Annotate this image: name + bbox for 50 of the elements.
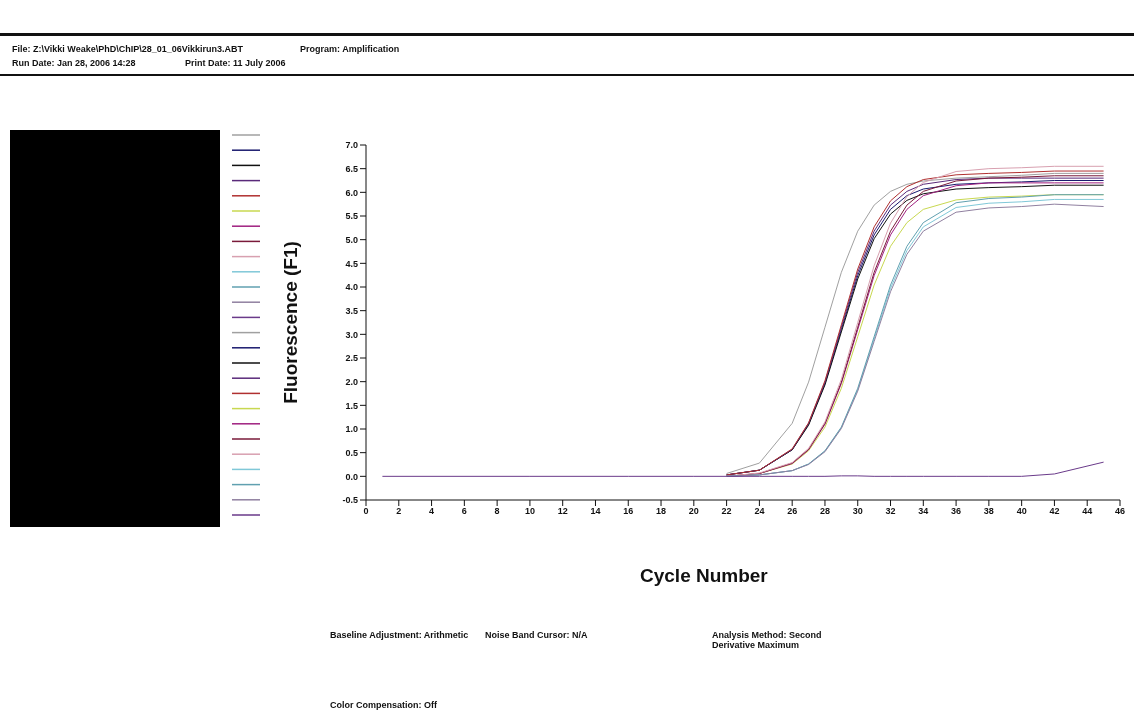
x-tick-label: 22 — [721, 506, 732, 517]
text: File: Z:\Vikki Weake\PhD\ChIP\28_01_06Vikkirun3.ABT — [12, 44, 244, 54]
text: Noise Band Cursor: N/A — [485, 630, 588, 640]
x-tick-label: 12 — [557, 506, 568, 517]
x-tick-label: 46 — [1114, 506, 1126, 517]
x-tick-label: 42 — [1049, 506, 1060, 517]
text: Color Compensation: Off — [330, 700, 437, 710]
x-tick-label: 8 — [494, 506, 500, 517]
text: Analysis Method: Second Derivative Maximum — [712, 630, 823, 650]
x-tick-label: 30 — [852, 506, 863, 517]
y-tick-label: 5.5 — [345, 211, 358, 222]
x-tick-label: 36 — [951, 506, 962, 517]
x-tick-label: 2 — [396, 506, 402, 517]
y-tick-label: 0.0 — [345, 471, 358, 482]
x-tick-label: 14 — [590, 506, 601, 517]
y-tick-label: 4.0 — [345, 282, 358, 293]
y-tick-label: 2.0 — [345, 376, 358, 387]
x-tick-label: 18 — [656, 506, 667, 517]
y-tick-label: 3.5 — [345, 305, 358, 316]
y-tick-label: 3.0 — [345, 329, 358, 340]
x-tick-label: 24 — [754, 506, 765, 517]
y-axis-title: Fluorescence (F1) — [279, 241, 301, 404]
x-tick-label: 34 — [918, 506, 929, 517]
x-tick-label: 38 — [983, 506, 994, 517]
x-tick-label: 16 — [623, 506, 634, 517]
text: Baseline Adjustment: Arithmetic — [330, 630, 469, 640]
text: Run Date: Jan 28, 2006 14:28 — [12, 58, 136, 68]
text: Program: Amplification — [300, 44, 400, 54]
y-tick-label: 5.0 — [345, 234, 358, 245]
x-tick-label: 44 — [1082, 506, 1093, 517]
y-tick-label: 6.0 — [345, 187, 358, 198]
y-tick-label: 1.0 — [345, 424, 358, 435]
x-tick-label: 32 — [885, 506, 896, 517]
x-tick-label: 28 — [819, 506, 830, 517]
y-tick-label: -0.5 — [342, 495, 358, 506]
y-tick-label: 2.5 — [345, 353, 358, 364]
y-tick-label: 7.0 — [345, 140, 358, 151]
x-tick-label: 40 — [1016, 506, 1027, 517]
y-tick-label: 6.5 — [345, 163, 358, 174]
y-tick-label: 4.5 — [345, 258, 358, 269]
x-tick-label: 20 — [688, 506, 699, 517]
y-tick-label: 0.5 — [345, 447, 358, 458]
y-tick-label: 1.5 — [345, 400, 358, 411]
x-axis-title: Cycle Number — [640, 565, 768, 587]
text: Print Date: 11 July 2006 — [185, 58, 286, 68]
x-tick-label: 4 — [429, 506, 435, 517]
x-tick-label: 6 — [461, 506, 467, 517]
x-tick-label: 26 — [787, 506, 798, 517]
x-tick-label: 10 — [524, 506, 535, 517]
x-tick-label: 0 — [363, 506, 369, 517]
